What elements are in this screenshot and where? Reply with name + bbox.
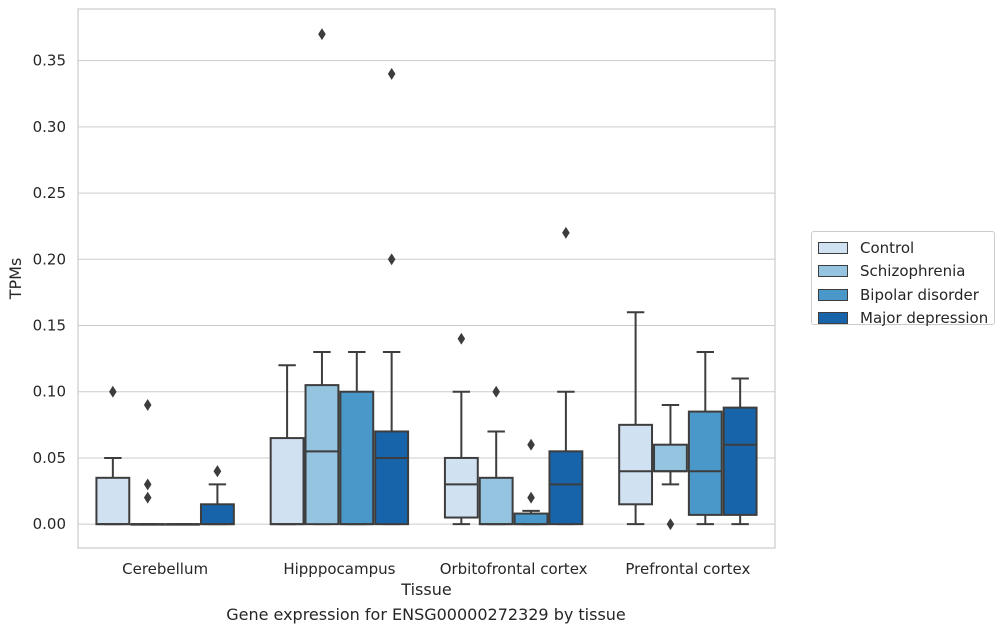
outlier-point (562, 226, 570, 239)
outlier-point (318, 28, 326, 41)
x-tick-label: Prefrontal cortex (625, 560, 750, 578)
outlier-point (387, 67, 396, 80)
box-major-depression (199, 503, 235, 526)
box-bipolar-disorder (339, 390, 375, 526)
legend-item-schizophrenia: Schizophrenia (818, 260, 994, 284)
box-schizophrenia (653, 443, 688, 473)
box-control (443, 456, 479, 519)
y-tick-label: 0.25 (33, 184, 66, 202)
box-control (618, 423, 654, 506)
legend-item-bipolar-disorder: Bipolar disorder (818, 283, 994, 307)
x-tick-label: Orbitofrontal cortex (440, 560, 588, 578)
legend-swatch-bipolar-disorder (818, 288, 848, 301)
legend-swatch-schizophrenia (818, 265, 848, 278)
legend-label-schizophrenia: Schizophrenia (860, 262, 966, 281)
legend-swatch-major-depression (818, 312, 848, 325)
legend-label-bipolar-disorder: Bipolar disorder (860, 285, 979, 304)
box-major-depression (374, 430, 410, 526)
box-bipolar-disorder (687, 410, 723, 516)
x-tick-label: Hipppocampus (283, 560, 395, 578)
box-schizophrenia (304, 384, 340, 526)
y-tick-label: 0.20 (33, 250, 66, 268)
outlier-point (143, 478, 152, 491)
chart-caption: Gene expression for ENSG00000272329 by t… (226, 605, 626, 624)
outlier-point (527, 491, 535, 504)
outlier-point (213, 465, 222, 478)
y-tick-label: 0.10 (33, 383, 66, 401)
outlier-point (492, 385, 500, 398)
outlier-point (457, 332, 466, 345)
plot-frame (77, 8, 776, 549)
legend-swatch-control (818, 241, 848, 254)
x-tick-label: Cerebellum (122, 560, 208, 578)
box-major-depression (548, 450, 584, 526)
box-control (269, 437, 305, 526)
legend-item-major-depression: Major depression (818, 307, 994, 331)
y-tick-label: 0.30 (33, 118, 66, 136)
y-axis-label: TPMs (6, 258, 25, 301)
legend-label-control: Control (860, 238, 915, 257)
legend: Control Schizophrenia Bipolar disorder M… (811, 231, 995, 327)
outlier-point (387, 253, 396, 266)
y-tick-label: 0.00 (33, 515, 66, 533)
outlier-point (143, 491, 152, 504)
legend-item-control: Control (818, 236, 994, 260)
y-tick-label: 0.35 (33, 52, 66, 70)
outlier-point (666, 518, 675, 531)
box-schizophrenia (478, 476, 514, 526)
outlier-point (109, 385, 117, 398)
y-tick-label: 0.05 (33, 449, 66, 467)
box-control (95, 476, 131, 526)
box-major-depression (722, 406, 758, 516)
legend-label-major-depression: Major depression (860, 309, 989, 328)
box-bipolar-disorder (513, 512, 549, 526)
x-axis-label: Tissue (400, 580, 451, 599)
outlier-point (143, 399, 152, 411)
outlier-point (527, 438, 535, 451)
y-tick-label: 0.15 (33, 317, 66, 335)
